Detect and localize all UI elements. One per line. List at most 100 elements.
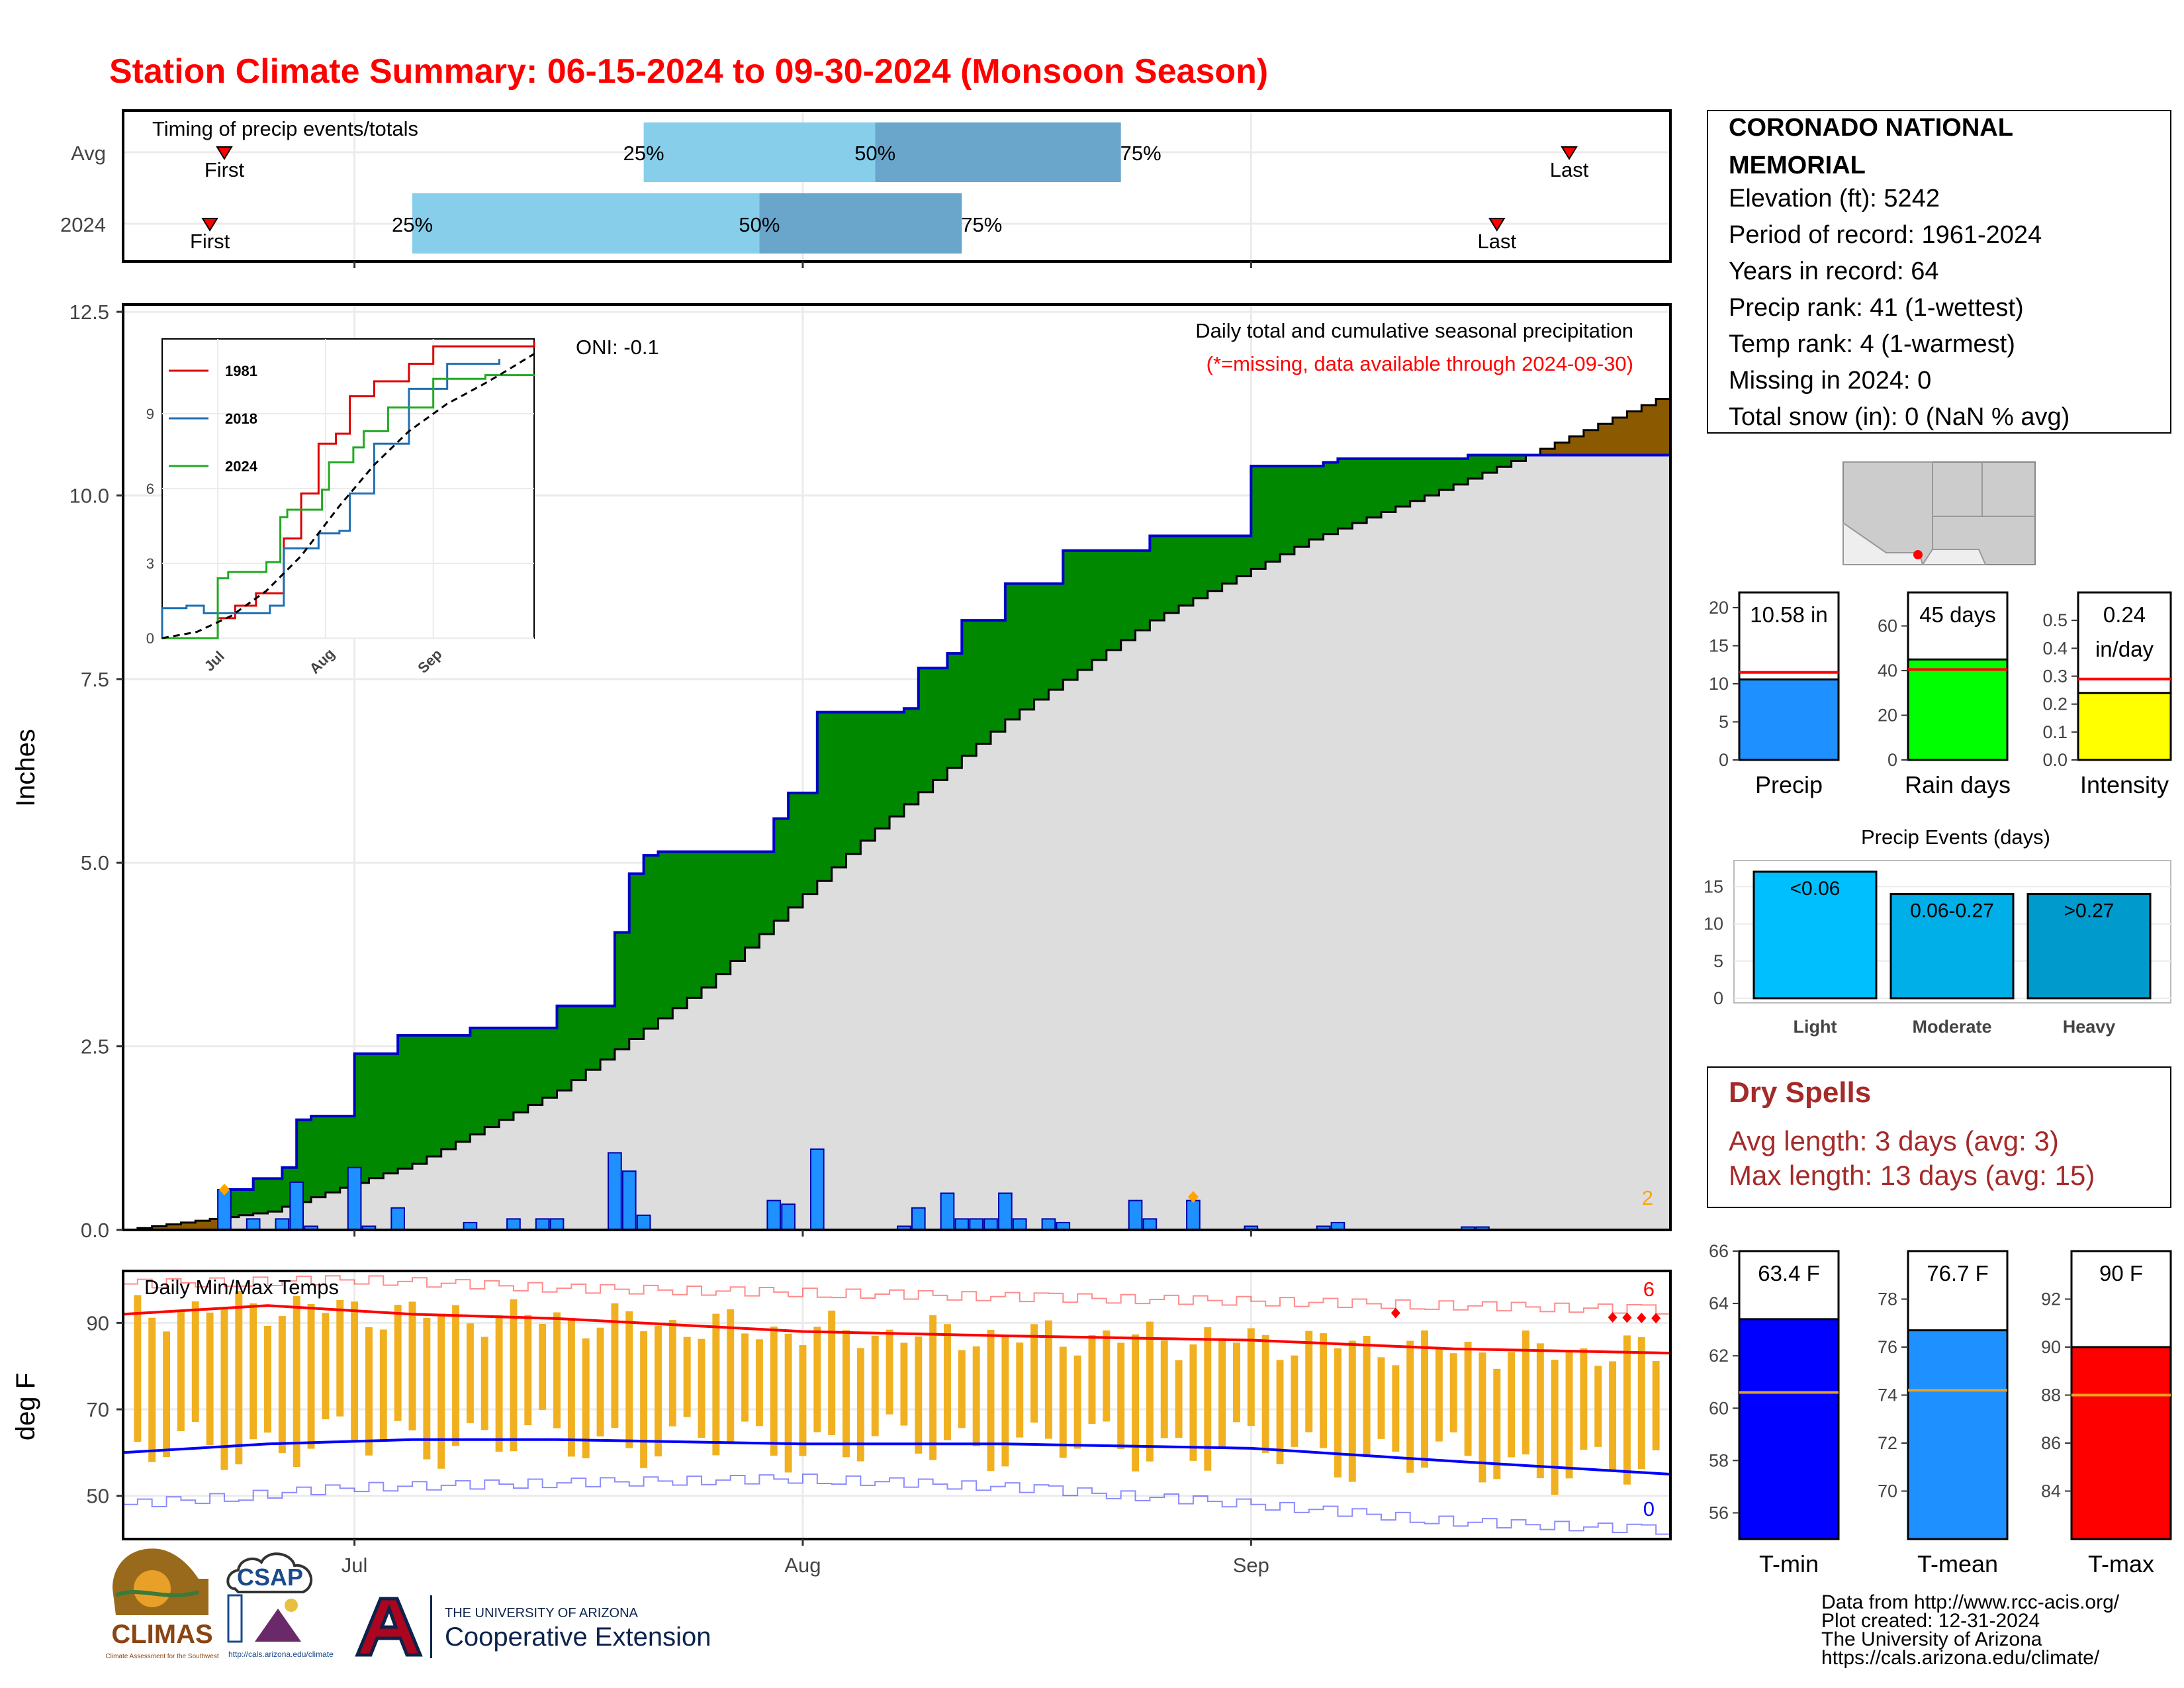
tmean-gauge-tick-label-2: 74: [1878, 1385, 1897, 1405]
daily-precip-bar: [1128, 1199, 1143, 1231]
daily-temp-range-bar: [1001, 1336, 1009, 1467]
daily-precip-bar: [636, 1214, 651, 1231]
daily-temp-range-bar: [1276, 1360, 1284, 1464]
daily-temp-range-bar: [640, 1331, 648, 1468]
record-high-marker-4: [1651, 1313, 1661, 1324]
temp-panel: Daily Min/Max Temps 6 0 deg F 50 70 90: [11, 1270, 1672, 1540]
daily-precip-bar: [621, 1170, 637, 1231]
daily-temp-range-bar: [741, 1333, 749, 1422]
rain-days-gauge: 0 20 40 60 45 days Rain days: [1878, 591, 2011, 798]
daily-temp-range-bar: [712, 1313, 720, 1456]
tmin-gauge-tick-label-0: 56: [1709, 1503, 1729, 1523]
timing-2024-q25-label: 25%: [392, 213, 433, 236]
precip-anomaly-segment: [1005, 583, 1021, 720]
tmax-gauge-value-bar: [2070, 1346, 2172, 1540]
tmin-gauge-title: T-min: [1759, 1550, 1819, 1577]
inset-ytick-label-2: 6: [146, 481, 154, 497]
daily-temp-range-bar: [1479, 1352, 1486, 1483]
station-location-marker: [1913, 550, 1923, 559]
daily-temp-range-bar: [539, 1323, 547, 1410]
daily-temp-range-bar: [1522, 1330, 1529, 1455]
record-low-line: [123, 1474, 1671, 1535]
station-missing: Missing in 2024: 0: [1729, 367, 1931, 395]
timing-bar-2024-q25-q50: [412, 193, 760, 254]
daily-temp-range-bar: [466, 1323, 474, 1423]
precip-anomaly-segment: [484, 1027, 500, 1127]
precip-anomaly-segment: [947, 653, 962, 769]
daily-temp-range-bar: [423, 1317, 431, 1460]
precip-anomaly-segment: [1236, 536, 1251, 577]
daily-temp-range-bar: [828, 1310, 836, 1435]
daily-temp-range-bar: [1247, 1328, 1255, 1427]
precip-anomaly-segment: [687, 851, 702, 998]
daily-temp-range-bar: [1652, 1361, 1660, 1450]
daily-precip-bar: [347, 1166, 362, 1231]
events-ytick-label-3: 15: [1704, 876, 1723, 896]
daily-precip-bar: [809, 1148, 825, 1231]
precip-anomaly-segment: [1641, 405, 1657, 455]
daily-temp-range-bar: [1117, 1342, 1125, 1449]
record-high-marker-1: [1608, 1312, 1617, 1323]
tmin-gauge-value-label-0: 63.4 F: [1758, 1261, 1820, 1286]
precip-anomaly-segment: [1077, 550, 1093, 670]
daily-precip-bar: [1012, 1218, 1027, 1231]
timing-2024-last-marker: [1488, 218, 1506, 232]
daily-temp-range-bar: [1536, 1343, 1544, 1479]
daily-temp-range-bar: [379, 1329, 387, 1440]
precip-corner-count: 2: [1642, 1186, 1653, 1209]
daily-temp-range-bar: [1363, 1335, 1371, 1458]
precip-anomaly-segment: [1367, 459, 1382, 518]
intensity-gauge-tick-label-2: 0.2: [2042, 694, 2068, 714]
inset-line-1981: [162, 341, 535, 639]
precip-anomaly-segment: [1106, 550, 1122, 651]
precip-anomaly-segment: [1338, 459, 1353, 529]
timing-2024-q75-label: 75%: [961, 213, 1002, 236]
precip-anomaly-segment: [817, 712, 833, 881]
daily-precip-bar: [983, 1218, 998, 1231]
daily-temp-range-bar: [1334, 1348, 1342, 1477]
intensity-gauge-value-label-0: 0.24: [2103, 602, 2146, 627]
daily-temp-range-bar: [278, 1316, 286, 1454]
inset-average-line: [161, 353, 535, 639]
precip-anomaly-segment: [976, 620, 991, 744]
precip-anomaly-segment: [614, 932, 630, 1050]
precip-anomaly-segment: [1381, 459, 1396, 512]
precip-flag-marker-0: [218, 1183, 230, 1196]
precip-ytick-label-4: 10.0: [69, 484, 109, 507]
daily-temp-range-bar: [1261, 1335, 1269, 1453]
record-high-marker-2: [1622, 1312, 1632, 1323]
daily-temp-range-bar: [293, 1295, 300, 1468]
precip-ytick-label-5: 12.5: [69, 301, 109, 324]
footer-credits: Data from http://www.rcc-acis.org/ Plot …: [1821, 1591, 2120, 1669]
tmax-gauge-tick-label-1: 86: [2041, 1433, 2061, 1453]
precip-anomaly-segment: [1120, 550, 1136, 641]
daily-temp-range-bar: [611, 1303, 619, 1428]
precip-anomaly-segment: [1540, 449, 1555, 455]
daily-temp-range-bar: [495, 1315, 503, 1452]
intensity-gauge-tick-label-3: 0.3: [2042, 667, 2068, 686]
location-map: [1843, 461, 2036, 565]
precip-anomaly-segment: [860, 712, 876, 841]
dry-spells-box: Dry Spells Avg length: 3 days (avg: 3) M…: [1707, 1066, 2171, 1208]
daily-temp-range-bar: [1146, 1321, 1154, 1462]
precip-gauge-tick-label-2: 10: [1709, 674, 1729, 694]
x-tick-label-0: Jul: [341, 1554, 368, 1577]
daily-temp-range-bar: [1189, 1344, 1197, 1461]
precip-ylabel: Inches: [11, 729, 40, 807]
intensity-gauge-value-label-1: in/day: [2095, 637, 2154, 661]
daily-temp-range-bar: [408, 1301, 416, 1430]
temp-ylabel: deg F: [11, 1373, 40, 1440]
precip-anomaly-segment: [426, 1035, 442, 1157]
record-high-line: [123, 1275, 1671, 1315]
daily-temp-range-bar: [1204, 1327, 1212, 1471]
precip-anomaly-segment: [354, 1053, 370, 1183]
daily-precip-bar: [289, 1181, 304, 1231]
daily-temp-range-bar: [1233, 1342, 1240, 1423]
precip-anomaly-segment: [745, 851, 760, 948]
daily-precip-bar: [998, 1192, 1013, 1231]
precip-anomaly-segment: [325, 1116, 341, 1193]
daily-temp-range-bar: [1030, 1324, 1038, 1423]
timing-2024-first-marker: [201, 218, 218, 232]
daily-temp-range-bar: [220, 1307, 228, 1470]
